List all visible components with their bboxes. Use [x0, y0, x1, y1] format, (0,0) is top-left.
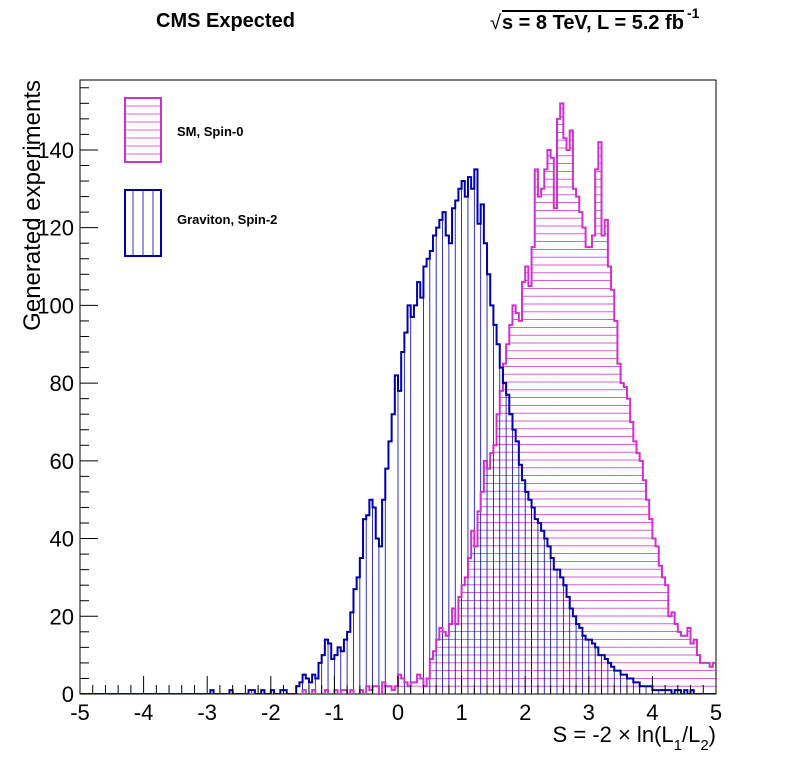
legend: SM, Spin-0 Graviton, Spin-2 — [124, 97, 277, 257]
x-axis-label-sub1: 1 — [674, 737, 682, 754]
x-tick-label: 2 — [519, 700, 531, 725]
x-axis-label-post: ) — [709, 722, 716, 747]
x-tick-label: 0 — [392, 700, 404, 725]
x-tick-label: 3 — [583, 700, 595, 725]
legend-swatch — [124, 97, 162, 163]
legend-swatch — [124, 189, 162, 257]
x-tick-label: 5 — [710, 700, 722, 725]
x-tick-label: -3 — [197, 700, 217, 725]
x-tick-label: 4 — [646, 700, 658, 725]
x-tick-label: 1 — [455, 700, 467, 725]
x-axis-label: S = -2 × ln(L1/L2) — [553, 722, 716, 754]
y-tick-label: 120 — [37, 216, 74, 241]
series-graviton-spin-2-outline — [80, 168, 716, 694]
header-superscript: -1 — [686, 5, 700, 21]
x-axis-label-mid: /L — [682, 722, 700, 747]
y-tick-label: 40 — [50, 527, 74, 552]
y-tick-label: 80 — [50, 371, 74, 396]
chart-header-right: √s = 8 TeV, L = 5.2 fb -1 — [490, 5, 699, 35]
y-tick-label: 20 — [50, 604, 74, 629]
y-axis-label: Generated experiments — [19, 80, 46, 331]
legend-entry-graviton-spin-2: Graviton, Spin-2 — [124, 189, 277, 257]
sqrt-sign: √ — [490, 12, 501, 34]
legend-label: Graviton, Spin-2 — [177, 212, 277, 227]
y-tick-label: 100 — [37, 293, 74, 318]
outline-layer — [80, 102, 716, 694]
axis-layer: -5 -4 -3 -2 -1 0 1 2 3 4 5 0 20 40 60 80 100 120 140 — [37, 87, 722, 725]
x-axis-label-sub2: 2 — [700, 737, 708, 754]
legend-label: SM, Spin-0 — [177, 124, 243, 139]
chart-header-left: CMS Expected — [156, 10, 295, 32]
x-tick-label: -1 — [325, 700, 345, 725]
header-energy-lumi: s = 8 TeV, L = 5.2 fb — [501, 12, 684, 34]
series-sm-spin-0-outline — [80, 102, 716, 694]
legend-entry-sm-spin-0: SM, Spin-0 — [124, 97, 243, 163]
x-axis-label-pre: S = -2 × ln(L — [553, 722, 674, 747]
x-tick-label: -4 — [134, 700, 154, 725]
series-sm-spin-0-hatch — [382, 108, 716, 687]
x-tick-label: -5 — [70, 700, 90, 725]
y-tick-label: 0 — [62, 682, 74, 707]
y-tick-label: 140 — [37, 138, 74, 163]
x-tick-label: -2 — [261, 700, 281, 725]
y-tick-label: 60 — [50, 449, 74, 474]
